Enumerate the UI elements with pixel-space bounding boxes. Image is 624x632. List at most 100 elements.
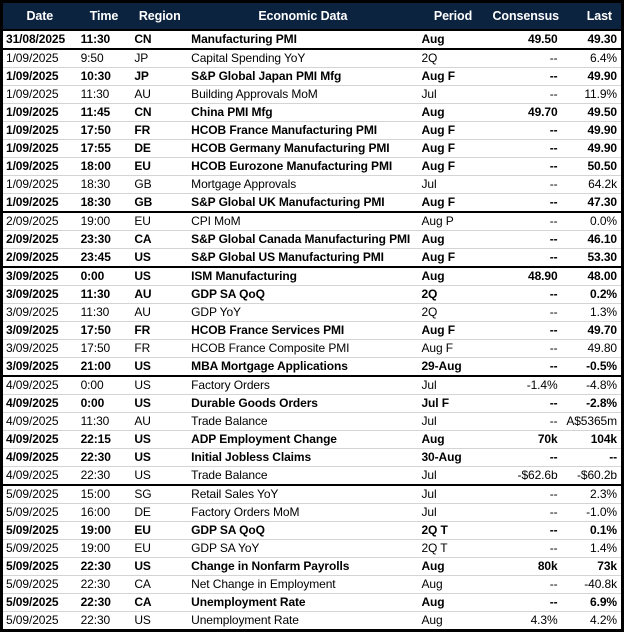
- cell-region: GB: [131, 193, 189, 212]
- cell-time: 9:50: [76, 48, 132, 68]
- table-header: Date Time Region Economic Data Period Co…: [1, 1, 623, 31]
- cell-date: 2/09/2025: [1, 211, 77, 231]
- cell-region: JP: [131, 67, 189, 86]
- cell-event: S&P Global Japan PMI Mfg: [188, 67, 418, 86]
- cell-last: 49.70: [561, 321, 623, 340]
- cell-region: AU: [131, 412, 189, 431]
- cell-period: Jul: [417, 375, 489, 395]
- column-header-time: Time: [76, 1, 132, 31]
- table-row: 1/09/2025 9:50 JP Capital Spending YoY 2Q -- 6…: [1, 48, 623, 68]
- cell-event: GDP YoY: [188, 303, 418, 322]
- cell-period: Aug F: [417, 121, 489, 140]
- cell-event: Trade Balance: [188, 466, 418, 485]
- cell-last: 53.30: [561, 248, 623, 267]
- cell-period: Jul: [417, 412, 489, 431]
- table-row: 1/09/2025 18:30 GB Mortgage Approvals Jul -- 6…: [1, 175, 623, 194]
- cell-date: 5/09/2025: [1, 503, 77, 522]
- cell-last: 49.50: [561, 103, 623, 122]
- cell-event: MBA Mortgage Applications: [188, 357, 418, 376]
- table-row: 5/09/2025 22:30 US Change in Nonfarm Payrol…: [1, 557, 623, 576]
- cell-event: S&P Global Canada Manufacturing PMI: [188, 230, 418, 249]
- cell-event: Mortgage Approvals: [188, 175, 418, 194]
- cell-consensus: --: [488, 248, 562, 267]
- cell-region: AU: [131, 85, 189, 104]
- cell-region: EU: [131, 539, 189, 558]
- cell-last: -2.8%: [561, 394, 623, 413]
- cell-date: 3/09/2025: [1, 266, 77, 286]
- cell-time: 22:15: [76, 430, 132, 449]
- cell-last: -1.0%: [561, 503, 623, 522]
- cell-region: US: [131, 611, 189, 631]
- cell-time: 0:00: [76, 375, 132, 395]
- cell-consensus: 49.50: [528, 32, 558, 46]
- cell-period: Aug: [417, 593, 489, 612]
- cell-event: GDP SA YoY: [188, 539, 418, 558]
- cell-time: 16:00: [76, 503, 132, 522]
- cell-date: 4/09/2025: [1, 430, 77, 449]
- cell-region: CN: [131, 103, 189, 122]
- cell-date: 1/09/2025: [1, 67, 77, 86]
- cell-date: 3/09/2025: [1, 321, 77, 340]
- cell-region: DE: [131, 139, 189, 158]
- table-row: 4/09/2025 22:30 US Initial Jobless Claims 30…: [1, 448, 623, 467]
- cell-time: 19:00: [76, 211, 132, 231]
- cell-event: GDP SA QoQ: [188, 521, 418, 540]
- cell-event: HCOB Germany Manufacturing PMI: [188, 139, 418, 158]
- cell-region: JP: [131, 48, 189, 68]
- cell-consensus: 49.70: [488, 103, 562, 122]
- cell-date: 3/09/2025: [1, 303, 77, 322]
- table-row: 3/09/2025 21:00 US MBA Mortgage Application…: [1, 357, 623, 376]
- cell-last: 0.0%: [561, 211, 623, 231]
- cell-time: 15:00: [76, 484, 132, 504]
- cell-time: 17:50: [76, 321, 132, 340]
- cell-time: 11:30: [76, 285, 132, 304]
- cell-consensus: --: [488, 175, 562, 194]
- cell-date: 1/09/2025: [1, 48, 77, 68]
- cell-consensus: --: [488, 575, 562, 594]
- column-header-economic-data: Economic Data: [188, 1, 418, 31]
- table-row: 3/09/2025 17:50 FR HCOB France Services PMI…: [1, 321, 623, 340]
- table-row: 3/09/2025 0:00 US ISM Manufacturing Aug 48.90…: [1, 266, 623, 286]
- cell-date: 4/09/2025: [1, 412, 77, 431]
- cell-date: 4/09/2025: [1, 375, 77, 395]
- table-row: 5/09/2025 19:00 EU GDP SA YoY 2Q T -- 1.4%: [1, 539, 623, 558]
- cell-consensus: --: [488, 339, 562, 358]
- cell-period: 29-Aug: [417, 357, 489, 376]
- cell-region: CA: [131, 230, 189, 249]
- column-header-last: Last: [561, 1, 623, 31]
- cell-region: GB: [131, 175, 189, 194]
- cell-time: 17:50: [76, 339, 132, 358]
- cell-consensus: --: [488, 139, 562, 158]
- cell-last: 48.00: [561, 266, 623, 286]
- cell-region: US: [131, 375, 189, 395]
- table-row: 1/09/2025 10:30 JP S&P Global Japan PMI Mfg…: [1, 67, 623, 86]
- cell-last: -40.8k: [561, 575, 623, 594]
- cell-period: Aug F: [417, 67, 489, 86]
- cell-consensus: -1.4%: [488, 375, 562, 395]
- cell-time: 11:30: [76, 85, 132, 104]
- table-row: 1/09/2025 11:45 CN China PMI Mfg Aug 49.70 49.…: [1, 103, 623, 122]
- cell-period: Aug: [417, 611, 489, 631]
- cell-consensus: --: [488, 484, 562, 504]
- cell-last: 49.90: [561, 139, 623, 158]
- cell-date: 1/09/2025: [1, 193, 77, 212]
- cell-period: Jul: [417, 484, 489, 504]
- cell-consensus: --: [488, 230, 562, 249]
- cell-time: 22:30: [76, 448, 132, 467]
- cell-consensus: 48.90: [488, 266, 562, 286]
- column-header-consensus: Consensus: [488, 1, 562, 31]
- cell-consensus: --: [488, 357, 562, 376]
- cell-period: 2Q T: [417, 539, 489, 558]
- cell-period: Aug F: [417, 157, 489, 176]
- cell-region: FR: [131, 339, 189, 358]
- cell-event: ISM Manufacturing: [188, 266, 418, 286]
- column-header-period: Period: [417, 1, 489, 31]
- cell-time: 11:30: [76, 303, 132, 322]
- cell-time: 11:30: [80, 32, 111, 46]
- table-row: 4/09/2025 0:00 US Durable Goods Orders Jul F…: [1, 394, 623, 413]
- cell-period: 2Q: [417, 303, 489, 322]
- cell-period: Jul: [417, 85, 489, 104]
- cell-last: -0.5%: [561, 357, 623, 376]
- cell-consensus: --: [488, 539, 562, 558]
